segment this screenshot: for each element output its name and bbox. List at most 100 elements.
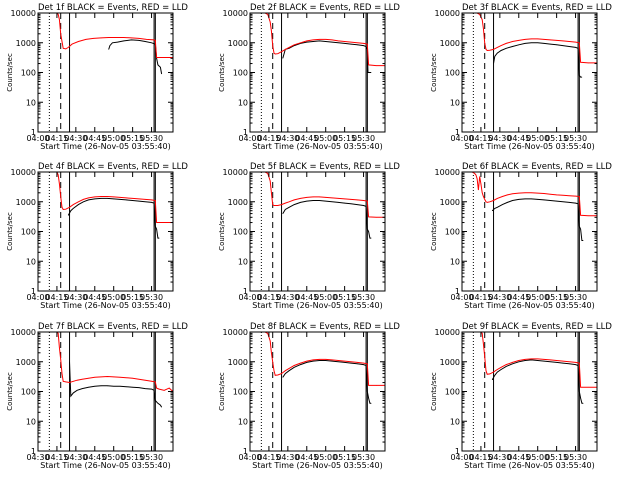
data-point xyxy=(288,48,290,49)
data-point xyxy=(285,49,286,50)
x-tick-label: 05:30 xyxy=(352,293,375,302)
data-point xyxy=(70,210,72,212)
detector-panel: Det 6f BLACK = Events, RED = LLD04:0004:… xyxy=(430,162,612,310)
data-point xyxy=(368,385,369,386)
data-point xyxy=(531,42,532,44)
data-point xyxy=(497,198,498,199)
data-point xyxy=(325,41,327,42)
detector-panel: Det 8f BLACK = Events, RED = LLD04:0004:… xyxy=(218,322,400,470)
x-axis-label: Start Time (26-Nov-05 03:55:40) xyxy=(464,301,594,310)
data-point xyxy=(367,363,368,365)
data-point xyxy=(67,215,69,216)
series-lld-line xyxy=(38,332,173,392)
data-point xyxy=(306,200,308,202)
data-point xyxy=(306,40,308,42)
data-point xyxy=(579,225,580,227)
data-point xyxy=(484,356,486,357)
data-point xyxy=(363,205,364,206)
x-tick-label: 04:30 xyxy=(276,134,299,143)
data-point xyxy=(476,178,478,179)
data-point xyxy=(293,44,295,46)
x-tick-label: 04:00 xyxy=(26,134,49,143)
detector-panel: Det 5f BLACK = Events, RED = LLD04:0004:… xyxy=(218,162,400,310)
data-point xyxy=(577,365,579,366)
y-tick-label: 10 xyxy=(450,417,460,426)
data-point xyxy=(556,200,557,202)
data-point xyxy=(478,189,479,191)
data-point xyxy=(94,377,96,378)
data-point xyxy=(67,47,69,48)
data-point xyxy=(157,64,159,66)
data-point xyxy=(157,403,159,404)
data-point xyxy=(512,362,513,363)
y-tick-label: 10 xyxy=(26,98,36,107)
x-tick-label: 04:00 xyxy=(450,134,473,143)
data-point xyxy=(507,194,508,196)
data-point xyxy=(155,381,156,383)
x-tick-label: 04:45 xyxy=(507,134,530,143)
data-point xyxy=(65,381,67,383)
data-point xyxy=(73,208,74,209)
data-point xyxy=(491,210,493,212)
data-point xyxy=(70,395,72,397)
data-point xyxy=(580,397,581,399)
data-point xyxy=(531,38,532,40)
plot-area xyxy=(462,172,597,291)
series-events-line xyxy=(282,360,372,404)
x-tick-label: 04:00 xyxy=(450,453,473,462)
plot-area xyxy=(462,332,597,451)
y-tick-label: 100 xyxy=(233,69,248,78)
data-point xyxy=(277,205,279,206)
data-point xyxy=(94,196,96,198)
y-tick-label: 10000 xyxy=(223,9,248,18)
y-tick-label: 10000 xyxy=(223,168,248,177)
data-point xyxy=(562,194,564,196)
data-point xyxy=(344,43,345,44)
data-point xyxy=(267,173,268,174)
data-point xyxy=(300,362,301,364)
data-point xyxy=(587,386,589,388)
data-point xyxy=(61,373,63,374)
data-point xyxy=(369,72,371,73)
x-tick-label: 04:00 xyxy=(26,293,49,302)
y-tick-label: 10000 xyxy=(11,168,36,177)
data-point xyxy=(65,48,67,50)
data-point xyxy=(537,42,539,44)
data-point xyxy=(486,373,488,375)
detector-panel: Det 9f BLACK = Events, RED = LLD04:0004:… xyxy=(430,322,612,470)
data-point xyxy=(126,386,127,387)
data-point xyxy=(375,385,377,386)
data-point xyxy=(62,209,64,210)
data-point xyxy=(62,48,64,49)
data-point xyxy=(156,58,157,59)
series-lld-line xyxy=(38,172,173,223)
data-point xyxy=(269,340,271,342)
data-point xyxy=(306,362,308,363)
data-point xyxy=(550,359,551,361)
data-point xyxy=(365,206,367,207)
data-point xyxy=(88,197,89,199)
data-point xyxy=(269,21,271,23)
data-point xyxy=(293,199,295,201)
data-point xyxy=(370,72,372,73)
data-point xyxy=(119,377,121,378)
data-point xyxy=(69,382,70,383)
data-point xyxy=(580,62,581,63)
data-point xyxy=(151,202,152,203)
data-point xyxy=(83,199,84,200)
data-point xyxy=(163,389,165,391)
data-point xyxy=(365,365,367,366)
data-point xyxy=(100,376,102,378)
data-point xyxy=(524,359,526,360)
data-point xyxy=(489,201,491,203)
panel-title: Det 4f BLACK = Events, RED = LLD xyxy=(38,162,188,172)
y-tick-label: 10 xyxy=(450,98,460,107)
x-tick-label: 04:30 xyxy=(488,134,511,143)
y-tick-label: 1 xyxy=(455,287,460,296)
data-point xyxy=(497,371,498,373)
y-tick-label: 100 xyxy=(233,228,248,237)
plot-area xyxy=(38,13,173,132)
data-point xyxy=(479,176,480,177)
plot-frame xyxy=(249,171,386,292)
